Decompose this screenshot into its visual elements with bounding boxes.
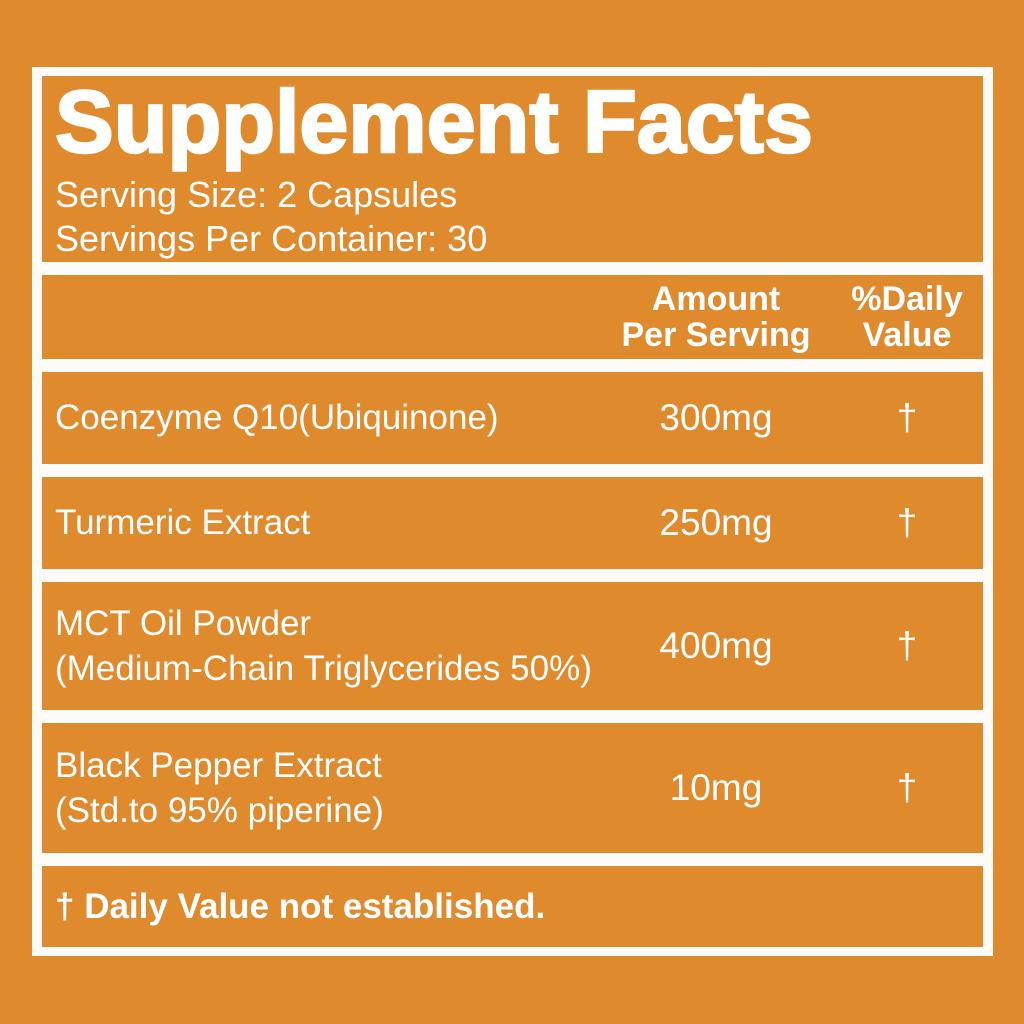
ingredient-amount: 300mg xyxy=(659,397,773,438)
table-row-mct-oil-powder: MCT Oil Powder (Medium-Chain Triglycerid… xyxy=(42,582,983,710)
ingredient-amount: 10mg xyxy=(669,767,763,808)
daily-value-dagger-icon: † xyxy=(896,502,918,543)
ingredient-name: MCT Oil Powder (Medium-Chain Triglycerid… xyxy=(55,603,592,689)
ingredient-amount: 250mg xyxy=(659,502,773,543)
daily-value-dagger-icon: † xyxy=(896,397,918,438)
serving-size-text: Serving Size: 2 Capsules xyxy=(55,174,458,215)
ingredient-name: Black Pepper Extract (Std.to 95% piperin… xyxy=(55,745,384,831)
daily-value-header: %Daily Value xyxy=(851,279,963,354)
daily-value-dagger-icon: † xyxy=(896,767,918,808)
footnote-section: † Daily Value not established. xyxy=(42,866,983,947)
servings-per-container-text: Servings Per Container: 30 xyxy=(55,217,488,259)
supplement-facts-panel: Supplement Facts Serving Size: 2 Capsule… xyxy=(32,67,993,956)
ingredient-name: Turmeric Extract xyxy=(55,503,311,543)
daily-value-dagger-icon: † xyxy=(896,625,918,666)
table-row-coenzyme-q10: Coenzyme Q10(Ubiquinone) 300mg † xyxy=(42,372,983,464)
daily-value-footnote: † Daily Value not established. xyxy=(55,886,546,926)
supplement-facts-title: Supplement Facts xyxy=(54,72,814,171)
ingredient-amount: 400mg xyxy=(659,625,773,666)
amount-per-serving-header: Amount Per Serving xyxy=(621,279,811,354)
title-section: Supplement Facts Serving Size: 2 Capsule… xyxy=(42,76,983,262)
ingredient-name: Coenzyme Q10(Ubiquinone) xyxy=(55,398,499,438)
serving-info: Serving Size: 2 Capsules Servings Per Co… xyxy=(55,173,983,261)
table-row-turmeric-extract: Turmeric Extract 250mg † xyxy=(42,477,983,569)
column-header-row: Amount Per Serving %Daily Value xyxy=(42,275,983,359)
table-row-black-pepper-extract: Black Pepper Extract (Std.to 95% piperin… xyxy=(42,723,983,853)
